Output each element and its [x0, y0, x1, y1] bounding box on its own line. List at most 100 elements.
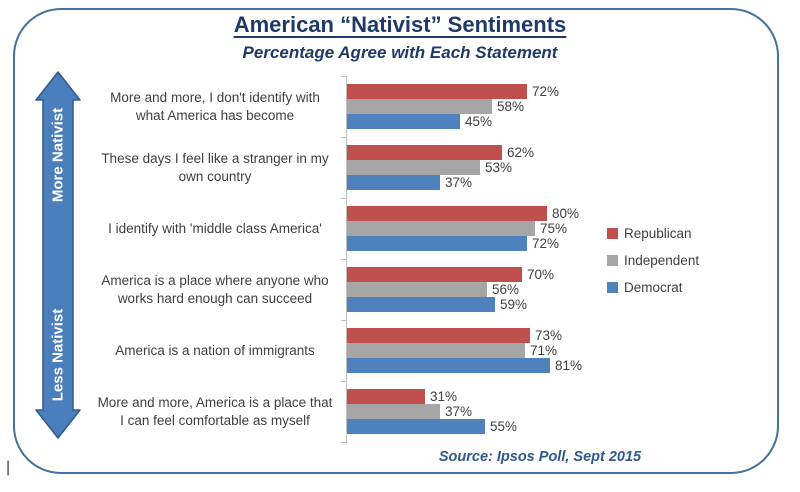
bar-row: 75% [347, 221, 579, 236]
bar-republican [347, 206, 547, 221]
bar-democrat [347, 358, 550, 373]
legend-label: Republican [624, 226, 692, 241]
bar-group: 31% 37% 55% [347, 381, 517, 442]
category-label: More and more, America is a place that I… [97, 395, 333, 428]
bar-value-label: 72% [532, 236, 560, 251]
category-group-row: I identify with 'middle class America' 80… [90, 198, 690, 259]
bar-chart-plot: More and more, I don't identify with wha… [90, 76, 690, 443]
bar-value-label: 45% [465, 114, 493, 129]
category-label: These days I feel like a stranger in my … [101, 151, 329, 184]
category-label: More and more, I don't identify with wha… [110, 90, 320, 123]
bar-value-label: 37% [445, 404, 473, 419]
bar-group: 62% 53% 37% [347, 137, 534, 198]
bar-value-label: 59% [500, 297, 528, 312]
axis-tick-mark [341, 137, 346, 138]
axis-tick-mark [341, 320, 346, 321]
bar-value-label: 56% [492, 282, 520, 297]
bar-independent [347, 404, 440, 419]
legend-label: Independent [624, 253, 700, 268]
category-group-row: More and more, I don't identify with wha… [90, 76, 690, 137]
legend-swatch-icon [607, 282, 618, 293]
bar-row: 72% [347, 236, 579, 251]
bar-democrat [347, 419, 485, 434]
axis-tick-mark [341, 381, 346, 382]
bar-democrat [347, 114, 460, 129]
legend-item-republican: Republican [607, 226, 699, 241]
chart-title: American “Nativist” Sentiments [233, 12, 567, 37]
legend-swatch-icon [607, 228, 618, 239]
legend-item-democrat: Democrat [607, 280, 699, 295]
legend-swatch-icon [607, 255, 618, 266]
bar-row: 59% [347, 297, 554, 312]
more-nativist-label: More Nativist [49, 107, 67, 203]
bar-republican [347, 267, 522, 282]
axis-tick-mark [341, 259, 346, 260]
category-group-row: America is a place where anyone who work… [90, 259, 690, 320]
category-group-row: These days I feel like a stranger in my … [90, 137, 690, 198]
bar-group: 80% 75% 72% [347, 198, 579, 259]
bar-value-label: 55% [490, 419, 518, 434]
bar-independent [347, 221, 535, 236]
category-axis-line [346, 76, 347, 443]
bar-value-label: 75% [540, 221, 568, 236]
text-cursor-artifact: | [6, 459, 11, 476]
bar-value-label: 81% [555, 358, 583, 373]
bar-row: 55% [347, 419, 517, 434]
legend: Republican Independent Democrat [607, 226, 699, 307]
bar-value-label: 62% [507, 145, 535, 160]
bar-row: 37% [347, 404, 517, 419]
bar-row: 45% [347, 114, 559, 129]
bar-row: 73% [347, 328, 582, 343]
category-label: America is a place where anyone who work… [101, 273, 329, 306]
rounded-border-frame [13, 8, 779, 474]
bar-row: 37% [347, 175, 534, 190]
bar-group: 72% 58% 45% [347, 76, 559, 137]
bar-republican [347, 145, 502, 160]
category-label: I identify with 'middle class America' [108, 220, 322, 236]
bar-value-label: 37% [445, 175, 473, 190]
double-arrow-shape [35, 71, 81, 439]
bar-independent [347, 343, 525, 358]
double-arrow-icon [35, 71, 81, 439]
bar-row: 72% [347, 84, 559, 99]
bar-democrat [347, 175, 440, 190]
bar-row: 58% [347, 99, 559, 114]
legend-label: Democrat [624, 280, 683, 295]
bar-value-label: 58% [497, 99, 525, 114]
bar-republican [347, 84, 527, 99]
source-note: Source: Ipsos Poll, Sept 2015 [438, 449, 642, 465]
bar-republican [347, 389, 425, 404]
bar-row: 81% [347, 358, 582, 373]
less-nativist-label: Less Nativist [49, 308, 67, 402]
bar-independent [347, 160, 480, 175]
bar-value-label: 70% [527, 267, 555, 282]
bar-value-label: 72% [532, 84, 560, 99]
category-label: America is a nation of immigrants [115, 342, 315, 358]
axis-tick-mark [341, 198, 346, 199]
bar-row: 31% [347, 389, 517, 404]
bar-group: 70% 56% 59% [347, 259, 554, 320]
bar-democrat [347, 297, 495, 312]
bar-value-label: 80% [552, 206, 580, 221]
bar-row: 53% [347, 160, 534, 175]
bar-independent [347, 99, 492, 114]
category-group-row: America is a nation of immigrants 73% 71% 8… [90, 320, 690, 381]
bar-independent [347, 282, 487, 297]
axis-tick-mark [341, 76, 346, 77]
bar-value-label: 73% [535, 328, 563, 343]
bar-row: 80% [347, 206, 579, 221]
bar-group: 73% 71% 81% [347, 320, 582, 381]
bar-value-label: 53% [485, 160, 513, 175]
bar-row: 71% [347, 343, 582, 358]
bar-value-label: 31% [430, 389, 458, 404]
bar-value-label: 71% [530, 343, 558, 358]
bar-row: 70% [347, 267, 554, 282]
chart-subtitle: Percentage Agree with Each Statement [242, 43, 558, 62]
nativist-scale-arrow: More Nativist Less Nativist [35, 71, 81, 439]
bar-democrat [347, 236, 527, 251]
axis-tick-mark [341, 442, 346, 443]
bar-republican [347, 328, 530, 343]
category-group-row: More and more, America is a place that I… [90, 381, 690, 442]
legend-item-independent: Independent [607, 253, 699, 268]
